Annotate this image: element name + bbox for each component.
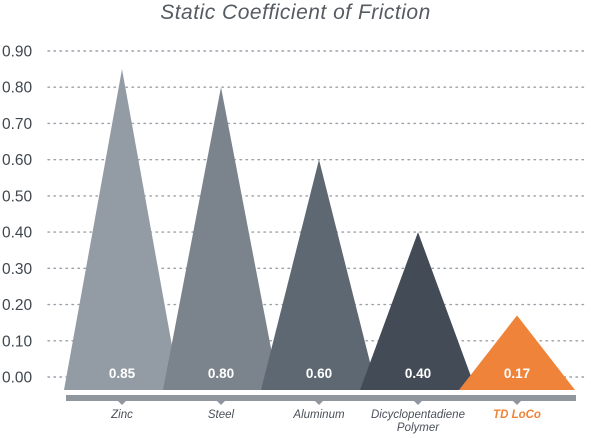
y-axis-ticks: 0.00 0.10 0.20 0.30 0.40 0.50 0.60 0.70 0.80 0.90 [2, 44, 33, 387]
bar-2 [261, 159, 377, 390]
bar-1 [163, 87, 279, 390]
bar-4 [459, 315, 575, 390]
chart-title: Static Coefficient of Friction [160, 1, 431, 24]
x-axis-labels: Zinc Steel Aluminum Dicyclopentadiene Polyme… [110, 409, 541, 434]
x-tick-label-line: Dicyclopentadiene [371, 409, 465, 421]
y-tick-label: 0.00 [2, 370, 33, 387]
x-tick-label-line: TD LoCo [493, 409, 541, 421]
x-tick-label: Steel [208, 409, 235, 421]
x-tick-label-line: Zinc [110, 409, 133, 421]
x-axis-notch [414, 401, 422, 405]
x-axis-notch [315, 401, 323, 405]
y-tick-label: 0.60 [2, 152, 33, 169]
x-axis-line [66, 395, 576, 401]
y-tick-label: 0.10 [2, 333, 33, 350]
y-tick-label: 0.70 [2, 116, 33, 133]
x-tick-label-line: Polymer [397, 422, 440, 434]
data-label: 0.40 [405, 366, 431, 381]
x-axis-notch [118, 401, 126, 405]
bar-3 [360, 232, 476, 390]
x-tick-label-line: Aluminum [292, 409, 345, 421]
x-axis-notch [513, 401, 521, 405]
data-label: 0.85 [109, 366, 136, 381]
x-tick-label: Aluminum [292, 409, 345, 421]
x-tick-label-line: Steel [208, 409, 235, 421]
data-label: 0.17 [504, 366, 530, 381]
data-label: 0.80 [208, 366, 234, 381]
y-tick-label: 0.50 [2, 188, 33, 205]
x-axis-notch [217, 401, 225, 405]
y-tick-label: 0.80 [2, 80, 33, 97]
y-tick-label: 0.30 [2, 261, 33, 278]
bars [64, 69, 575, 390]
x-tick-label: Dicyclopentadiene Polymer [371, 409, 465, 434]
data-labels: 0.85 0.80 0.60 0.40 0.17 [109, 366, 530, 381]
x-axis [66, 395, 576, 405]
data-label: 0.60 [306, 366, 332, 381]
x-tick-label: TD LoCo [493, 409, 541, 421]
bar-0 [64, 69, 180, 390]
y-tick-label: 0.40 [2, 225, 33, 242]
x-tick-label: Zinc [110, 409, 133, 421]
y-tick-label: 0.90 [2, 44, 33, 61]
y-tick-label: 0.20 [2, 297, 33, 314]
